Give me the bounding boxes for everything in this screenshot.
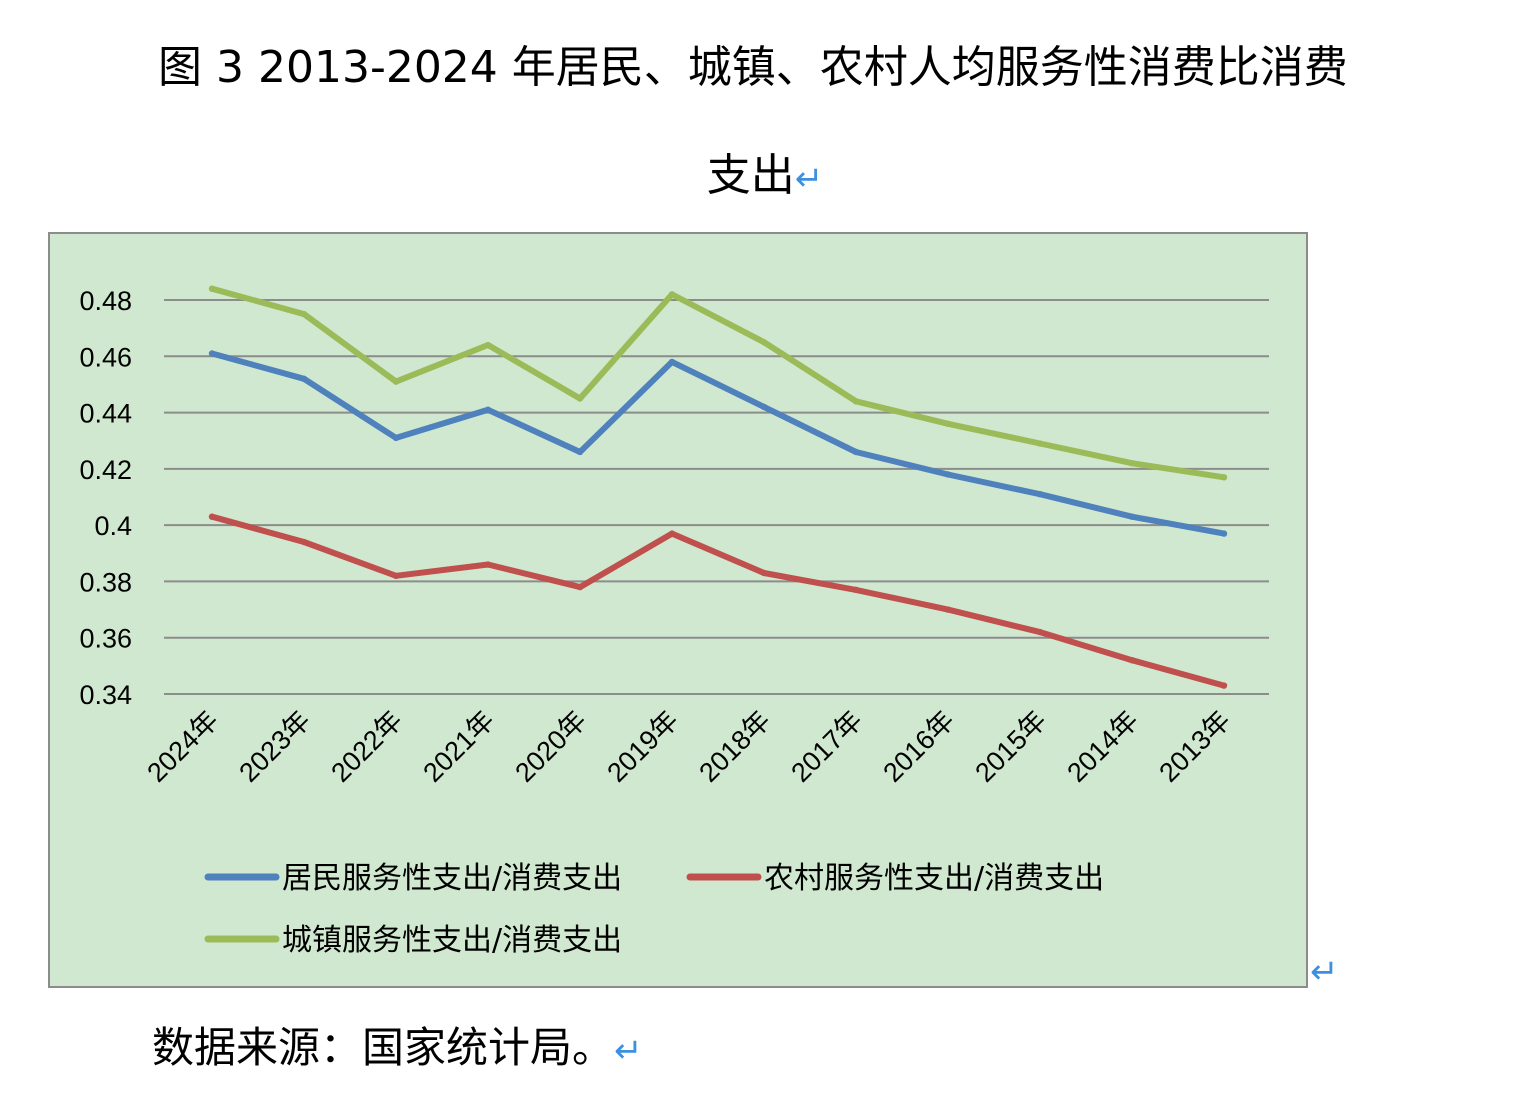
- return-mark-icon: ↵: [614, 1031, 643, 1071]
- series-line: [209, 513, 1227, 689]
- x-tick-label: 2016年: [877, 705, 960, 788]
- data-point: [484, 406, 492, 413]
- x-tick-label: 2020年: [509, 705, 592, 788]
- data-point: [944, 420, 952, 428]
- data-point: [852, 448, 860, 456]
- data-point: [1128, 513, 1136, 520]
- legend-label: 城镇服务性支出/消费支出: [282, 923, 622, 958]
- y-axis-ticks: 0.34 0.36 0.38 0.4 0.42 0.44 0.46 0.48: [79, 286, 132, 710]
- data-point: [208, 513, 216, 520]
- data-point: [208, 285, 216, 292]
- data-point: [1036, 440, 1044, 447]
- data-point: [300, 375, 308, 382]
- legend-label: 居民服务性支出/消费支出: [282, 861, 622, 896]
- data-point: [1128, 460, 1136, 467]
- data-point: [760, 403, 768, 411]
- data-point: [300, 310, 308, 318]
- y-tick-label: 0.44: [79, 399, 132, 429]
- chart-title-text-2: 支出: [706, 150, 795, 201]
- x-tick-label: 2019年: [601, 705, 684, 788]
- data-point: [1036, 628, 1044, 636]
- data-point: [484, 561, 492, 568]
- data-point: [668, 358, 676, 366]
- series-lines: [208, 285, 1228, 689]
- data-point: [1036, 490, 1044, 498]
- data-point: [668, 291, 676, 298]
- x-tick-label: 2023年: [233, 705, 316, 788]
- x-tick-label: 2021年: [417, 705, 500, 788]
- data-point: [1220, 530, 1228, 537]
- return-mark-icon: ↵: [1310, 952, 1339, 992]
- data-point: [576, 395, 584, 402]
- series-line: [209, 285, 1227, 481]
- data-point: [944, 606, 952, 613]
- data-point: [668, 530, 676, 537]
- data-point: [1220, 474, 1228, 481]
- y-tick-label: 0.42: [79, 455, 132, 485]
- x-tick-label: 2024年: [141, 705, 224, 788]
- data-point: [208, 350, 216, 357]
- data-point: [1220, 682, 1228, 689]
- x-tick-label: 2018年: [693, 705, 776, 788]
- y-tick-label: 0.46: [79, 342, 132, 372]
- line-chart: 0.340.360.380.40.420.440.460.48 2024年 202…: [79, 285, 1269, 958]
- chart-area: 0.34 0.36 0.38 0.4 0.42 0.44 0.46 0.48 2024年 202…: [48, 232, 1308, 988]
- x-axis-ticks: 2024年 2023年 2022年 2021年 2020年 2019年 2018年 2017年…: [141, 705, 1236, 788]
- source-note: 数据来源：国家统计局。↵: [152, 1022, 643, 1077]
- chart-title-text-1: 图 3 2013-2024 年居民、城镇、农村人均服务性消费比消费: [158, 42, 1348, 93]
- data-point: [944, 471, 952, 478]
- y-tick-label: 0.4: [94, 511, 132, 541]
- x-tick-label: 2015年: [969, 705, 1052, 788]
- y-tick-label: 0.34: [79, 680, 132, 710]
- chart-title-line-1: 图 3 2013-2024 年居民、城镇、农村人均服务性消费比消费: [158, 42, 1348, 94]
- data-point: [852, 586, 860, 594]
- data-point: [852, 398, 860, 405]
- y-tick-label: 0.38: [79, 567, 132, 597]
- data-point: [392, 434, 400, 442]
- x-tick-label: 2017年: [785, 705, 868, 788]
- data-point: [484, 341, 492, 349]
- chart-title-line-2: 支出↵: [0, 150, 1530, 205]
- y-tick-label: 0.48: [79, 286, 132, 316]
- source-note-text: 数据来源：国家统计局。: [152, 1023, 615, 1072]
- y-tick-label: 0.36: [79, 624, 132, 654]
- data-point: [760, 569, 768, 577]
- return-mark-icon: ↵: [794, 159, 824, 199]
- data-point: [300, 538, 308, 546]
- data-point: [760, 339, 768, 346]
- data-point: [392, 378, 400, 385]
- x-tick-label: 2013年: [1153, 705, 1236, 788]
- x-tick-label: 2022年: [325, 705, 408, 788]
- data-point: [576, 448, 584, 456]
- series-line: [209, 350, 1227, 537]
- legend-label: 农村服务性支出/消费支出: [764, 861, 1104, 896]
- data-point: [392, 572, 400, 579]
- gridlines: [164, 299, 1269, 695]
- data-point: [576, 583, 584, 591]
- x-tick-label: 2014年: [1061, 705, 1144, 788]
- data-point: [1128, 657, 1136, 664]
